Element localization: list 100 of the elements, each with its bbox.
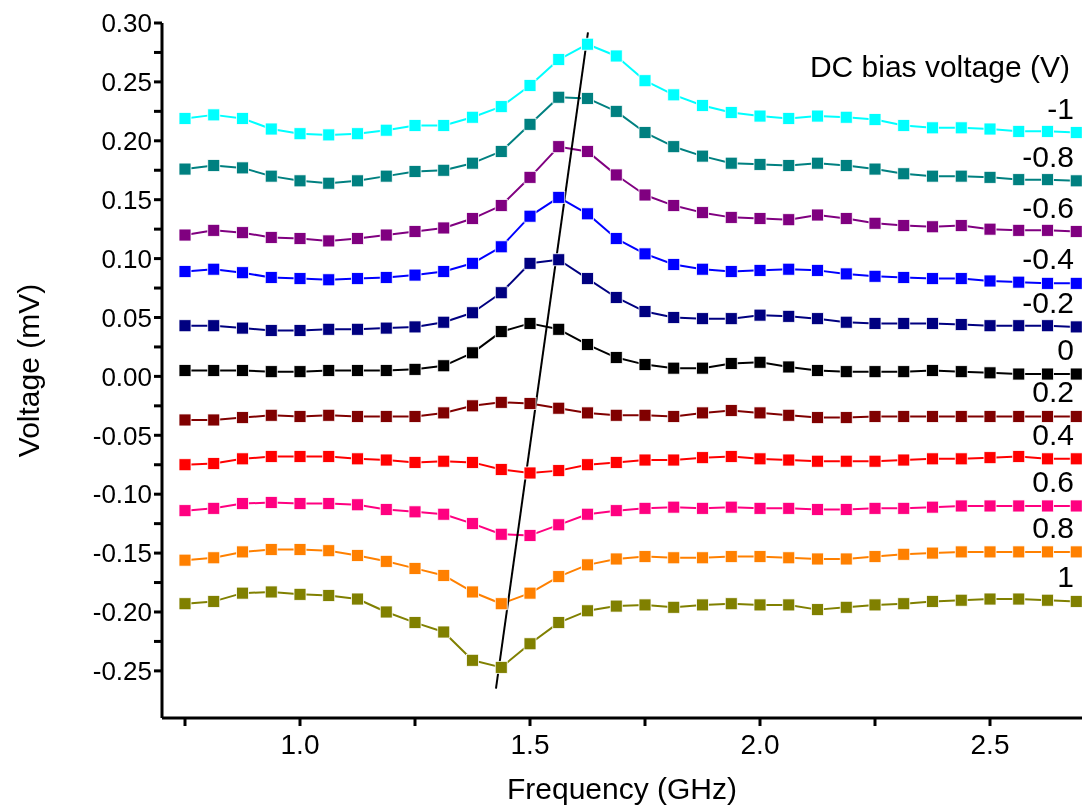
point [897, 501, 911, 515]
point [293, 272, 307, 286]
point [523, 316, 537, 330]
point [1069, 126, 1082, 139]
legend-title: DC bias voltage (V) [809, 50, 1070, 84]
point [236, 321, 249, 335]
point [264, 324, 278, 337]
point [1012, 545, 1026, 559]
point [667, 311, 681, 324]
point [293, 127, 307, 141]
point [264, 543, 278, 556]
point [1041, 452, 1054, 466]
point [696, 598, 709, 612]
point [379, 554, 393, 568]
point [494, 286, 508, 300]
point [868, 316, 882, 330]
point [983, 366, 997, 380]
point [322, 408, 336, 422]
point [494, 100, 508, 114]
y-tick-label: 0.25 [101, 67, 152, 98]
point [753, 157, 767, 171]
point [466, 346, 479, 360]
point [667, 410, 681, 423]
point [408, 455, 422, 469]
point [1041, 410, 1054, 423]
point [236, 586, 249, 600]
point [408, 165, 422, 178]
point [552, 53, 566, 66]
point [264, 408, 278, 422]
point [868, 454, 882, 468]
point [379, 228, 393, 242]
point [868, 550, 882, 564]
point [236, 161, 249, 175]
point [351, 232, 364, 245]
point [609, 599, 623, 613]
point [351, 498, 364, 512]
point [696, 406, 709, 420]
point [351, 364, 364, 377]
point [523, 529, 537, 542]
point [322, 544, 336, 558]
point [897, 119, 911, 132]
point [264, 496, 278, 509]
point [724, 265, 738, 278]
point [638, 501, 652, 515]
point [811, 603, 824, 617]
point [437, 569, 451, 582]
point [897, 547, 911, 561]
point [839, 110, 853, 124]
point [667, 88, 681, 102]
point [839, 411, 853, 425]
point [1069, 452, 1082, 466]
point [954, 365, 968, 379]
point [782, 501, 796, 515]
point [983, 545, 997, 559]
series-label: 1 [1057, 560, 1074, 594]
point [954, 318, 968, 331]
point [207, 364, 221, 377]
point [552, 464, 566, 478]
point [868, 113, 882, 126]
point [494, 597, 508, 611]
point [1069, 320, 1082, 334]
point [638, 408, 652, 422]
point [782, 598, 796, 612]
point [724, 312, 738, 326]
point [466, 256, 479, 270]
y-tick-label: 0.00 [101, 361, 152, 392]
point [581, 207, 594, 221]
point [609, 291, 623, 304]
point [954, 219, 968, 233]
point [638, 550, 652, 564]
point [581, 272, 594, 286]
point [207, 319, 221, 333]
y-tick-label: -0.25 [92, 656, 152, 687]
point [552, 190, 566, 204]
point [437, 454, 451, 468]
point [466, 212, 479, 225]
point [552, 322, 566, 336]
point [897, 365, 911, 379]
point [667, 258, 681, 271]
point [983, 122, 997, 136]
point [696, 99, 709, 112]
point [351, 452, 364, 466]
point [207, 108, 221, 122]
point [379, 321, 393, 335]
point [523, 466, 537, 480]
point [609, 504, 623, 518]
point [236, 266, 249, 280]
point [638, 188, 652, 202]
point [868, 598, 882, 612]
point [926, 546, 939, 560]
point [408, 505, 422, 519]
point [494, 199, 508, 212]
point [1041, 545, 1054, 559]
point [494, 463, 508, 476]
point [811, 503, 824, 516]
point [581, 145, 594, 158]
point [437, 265, 451, 278]
point [696, 312, 709, 326]
point [322, 234, 336, 248]
x-tick-label: 2.0 [740, 728, 780, 760]
